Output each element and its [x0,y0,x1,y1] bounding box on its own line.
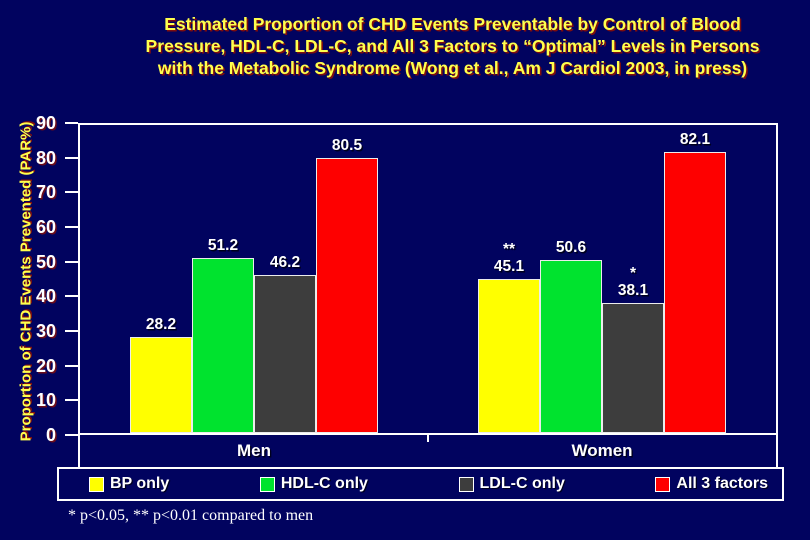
bar-slot: * 38.1 [602,125,664,433]
bar-bp-only-men [130,336,192,433]
page-title: Estimated Proportion of CHD Events Preve… [145,14,760,78]
category-divider-tick [427,435,429,442]
y-tick-label: 20 [35,355,56,376]
bar-group-women: ** 45.1 50.6 * 38.1 82.1 [478,125,726,433]
legend-swatch [89,476,104,492]
y-tick-label: 0 [45,425,56,445]
y-tick-label: 10 [35,390,56,411]
y-tick-mark [65,225,78,228]
category-axis: Men Women [78,435,778,467]
category-label-men: Men [237,441,271,460]
bar-slot: 82.1 [664,125,726,433]
bar-label: 28.2 [112,316,210,333]
bar-all-3-factors-men [316,157,378,433]
bar-label: ** 45.1 [460,241,558,275]
bar-label: 50.6 [522,239,620,256]
y-tick-label: 30 [35,320,56,341]
bar-slot: 28.2 [130,125,192,433]
bar-value: 80.5 [331,136,363,154]
y-tick-label: 80 [35,147,56,168]
y-tick-mark [65,191,78,194]
y-axis: 0 10 20 30 40 50 60 70 80 90 [0,113,78,445]
y-tick-label: 70 [35,182,56,203]
legend-item-all-3-factors: All 3 factors [655,475,768,493]
bar-slot: 80.5 [316,125,378,433]
legend-label: LDL-C only [479,475,565,492]
legend-label: All 3 factors [676,475,768,492]
legend-item-bp-only: BP only [89,475,169,493]
significance-marker: ** [502,240,516,258]
bar-value: 51.2 [207,236,239,254]
bar-value: 28.2 [145,315,177,333]
footnote: * p<0.05, ** p<0.01 compared to men [68,507,314,524]
y-tick-mark [65,399,78,402]
bar-hdl-c-only-women [540,259,602,433]
bar-group-men: 28.2 51.2 46.2 80.5 [130,125,378,433]
bar-label: * 38.1 [584,265,682,299]
y-tick-label: 60 [35,216,56,237]
bar-value: 82.1 [679,131,711,149]
bar-slot: 50.6 [540,125,602,433]
significance-marker: * [629,264,637,282]
legend-swatch [655,476,671,492]
y-tick-mark [65,329,78,332]
bar-value: 46.2 [269,253,301,271]
y-tick-mark [65,434,78,436]
legend-label: BP only [110,475,170,492]
bar-hdl-c-only-men [192,257,254,433]
legend-swatch [458,476,474,492]
bar-bp-only-women [478,278,540,433]
bar-ldl-c-only-women [602,302,664,433]
bar-label: 46.2 [236,254,334,271]
bar-ldl-c-only-men [254,274,316,433]
bar-label: 51.2 [174,237,272,254]
y-tick-mark [65,156,78,159]
bar-label: 80.5 [298,137,396,154]
legend-swatch [259,476,275,492]
bar-slot: ** 45.1 [478,125,540,433]
bar-slot: 51.2 [192,125,254,433]
plot-area: 28.2 51.2 46.2 80.5 ** 45.1 50.6 * 38.1 82.1 [78,123,778,435]
bar-value: 50.6 [555,238,587,256]
y-tick-mark [65,295,78,298]
bar-value: 45.1 [493,257,525,275]
y-tick-label: 40 [35,286,56,307]
y-tick-label: 50 [35,251,56,272]
bar-value: 38.1 [617,281,649,299]
category-label-women: Women [571,441,633,460]
legend-label: HDL-C only [280,475,368,492]
legend-item-ldl-c-only: LDL-C only [458,475,565,493]
y-tick-mark [65,364,78,367]
y-tick-label: 90 [35,113,56,133]
legend-item-hdl-c-only: HDL-C only [259,475,368,493]
bar-all-3-factors-women [664,152,726,433]
y-tick-mark [65,260,78,263]
y-tick-mark [65,122,78,124]
bar-label: 82.1 [646,131,744,148]
bar-slot: 46.2 [254,125,316,433]
legend: BP only HDL-C only LDL-C only All 3 factors [57,467,784,501]
